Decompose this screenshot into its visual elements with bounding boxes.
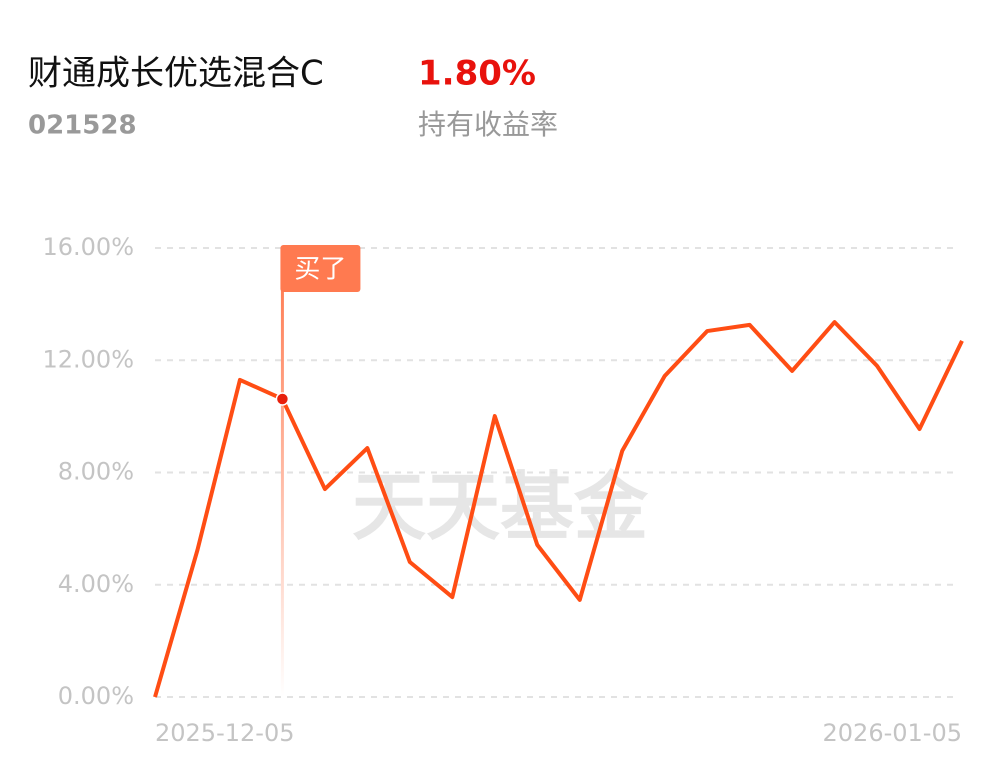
x-tick-label: 2025-12-05 (155, 719, 294, 747)
y-tick-label: 4.00% (58, 570, 134, 598)
y-tick-label: 16.00% (42, 233, 134, 261)
buy-point (275, 392, 290, 406)
x-tick-label: 2026-01-05 (823, 719, 962, 747)
fund-code: 021528 (28, 111, 137, 141)
y-tick-label: 0.00% (58, 682, 134, 710)
annotation-label: 买了 (294, 255, 346, 285)
return-label: 持有收益率 (418, 108, 558, 141)
fund-title: 财通成长优选混合C (28, 54, 324, 94)
y-tick-label: 8.00% (58, 458, 134, 486)
series-line (153, 320, 964, 698)
return-value: 1.80% (418, 54, 536, 94)
annotation-line (280, 270, 284, 697)
y-tick-label: 12.00% (42, 345, 134, 373)
annotation-box (280, 245, 361, 292)
